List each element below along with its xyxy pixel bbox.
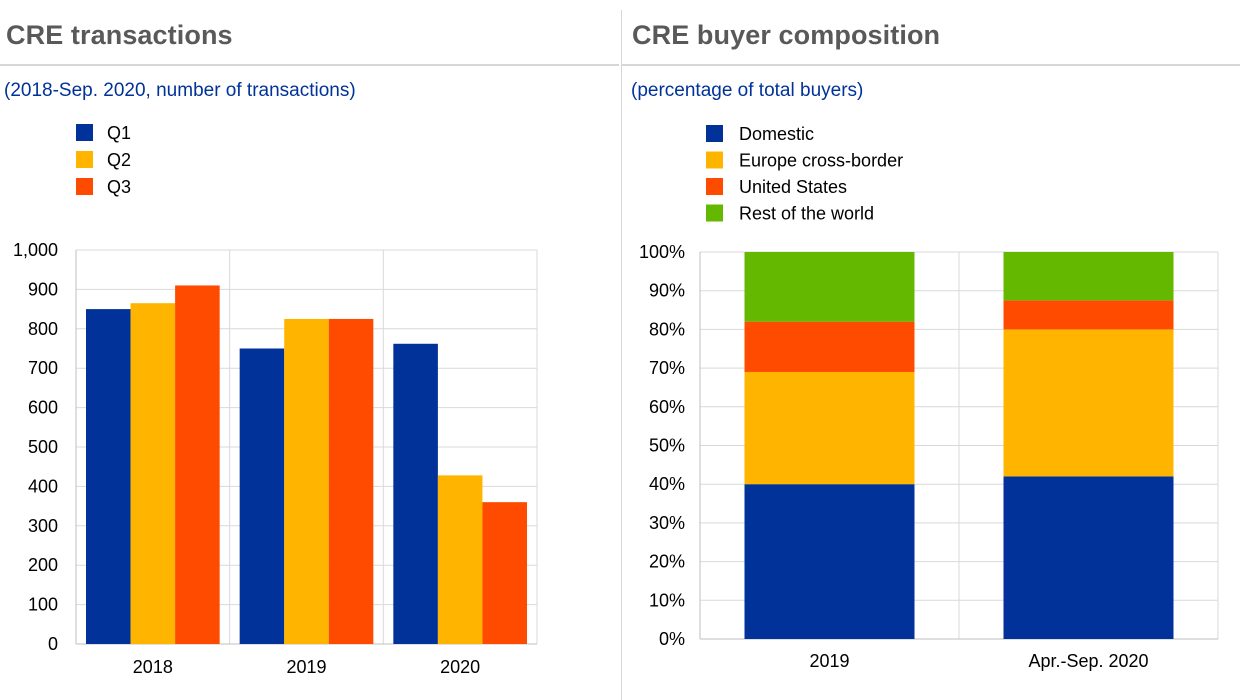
legend-label-united-states: United States (739, 177, 847, 197)
y-tick-label: 100 (28, 595, 58, 615)
legend-swatch-europe-cross-border (706, 151, 723, 169)
y-tick-label: 400 (28, 476, 58, 496)
y-tick-label: 70% (649, 358, 685, 378)
bar-q3-2018 (175, 285, 220, 644)
y-tick-label: 600 (28, 398, 58, 418)
segment-rest-of-the-world-2019 (744, 252, 915, 322)
legend-swatch-domestic (706, 125, 723, 142)
y-tick-label: 10% (649, 590, 685, 610)
x-tick-label: 2020 (440, 657, 480, 677)
right-chart-subtitle: (percentage of total buyers) (631, 80, 864, 101)
segment-europe-cross-border-2019 (744, 371, 915, 485)
right-chart-panel: CRE buyer composition (percentage of tot… (622, 0, 1240, 700)
legend-swatch-q2 (76, 151, 93, 168)
y-tick-label: 60% (649, 397, 685, 417)
y-tick-label: 80% (649, 319, 685, 339)
legend-label-q3: Q3 (107, 177, 131, 197)
segment-domestic-2019 (744, 484, 915, 639)
right-title-divider (622, 64, 1240, 66)
y-tick-label: 900 (28, 279, 58, 299)
legend-label-domestic: Domestic (739, 124, 814, 144)
segment-domestic-apr-sep-2020 (1003, 476, 1174, 639)
y-tick-label: 1,000 (13, 240, 58, 260)
y-tick-label: 90% (649, 281, 685, 301)
y-tick-label: 40% (649, 474, 685, 494)
x-tick-label: 2019 (809, 651, 849, 671)
y-tick-label: 100% (639, 242, 685, 262)
bar-q1-2019 (239, 348, 285, 644)
segment-rest-of-the-world-apr-sep-2020 (1003, 252, 1174, 301)
y-tick-label: 0% (659, 629, 685, 649)
legend-swatch-q1 (76, 124, 93, 141)
bar-q3-2020 (482, 502, 527, 644)
legend-swatch-q3 (76, 178, 93, 195)
y-tick-label: 800 (28, 319, 58, 339)
y-tick-label: 200 (28, 555, 58, 575)
y-tick-label: 0 (48, 634, 58, 654)
bar-q1-2020 (393, 343, 438, 644)
left-title-divider (0, 64, 619, 66)
left-chart-title: CRE transactions (6, 20, 233, 50)
panel-divider (621, 10, 622, 700)
legend-swatch-rest-of-the-world (706, 204, 723, 222)
y-tick-label: 700 (28, 358, 58, 378)
segment-united-states-2019 (744, 321, 915, 372)
buyer-composition-stacked-chart: 0% 10% 20% 30% 40% 50% 60% 70% 80% 90% 100% 2019 Apr… (639, 124, 1219, 671)
left-chart-subtitle: (2018-Sep. 2020, number of transactions) (4, 80, 356, 101)
legend-label-europe-cross-border: Europe cross-border (739, 151, 903, 171)
y-tick-label: 20% (649, 552, 685, 572)
bar-q1-2018 (86, 309, 131, 644)
bar-q2-2019 (284, 318, 329, 644)
bar-q3-2019 (328, 318, 374, 644)
transactions-bar-chart: 0 100 200 300 400 500 600 700 800 900 1,000 2018 201… (13, 123, 538, 677)
x-tick-label: 2018 (133, 657, 173, 677)
y-tick-label: 30% (649, 513, 685, 533)
x-tick-label: Apr.-Sep. 2020 (1028, 651, 1148, 671)
legend-swatch-united-states (706, 178, 723, 195)
legend-label-rest-of-the-world: Rest of the world (739, 204, 874, 224)
bar-q2-2018 (130, 303, 176, 644)
segment-europe-cross-border-apr-sep-2020 (1003, 329, 1174, 477)
legend-label-q2: Q2 (107, 150, 131, 170)
legend-label-q1: Q1 (107, 123, 131, 143)
segment-united-states-apr-sep-2020 (1003, 300, 1174, 330)
y-tick-label: 500 (28, 437, 58, 457)
y-tick-label: 300 (28, 516, 58, 536)
y-tick-label: 50% (649, 436, 685, 456)
x-tick-label: 2019 (286, 657, 326, 677)
right-chart-title: CRE buyer composition (632, 20, 941, 50)
bar-q2-2020 (437, 475, 483, 644)
left-chart-panel: CRE transactions (2018-Sep. 2020, number… (0, 20, 619, 677)
